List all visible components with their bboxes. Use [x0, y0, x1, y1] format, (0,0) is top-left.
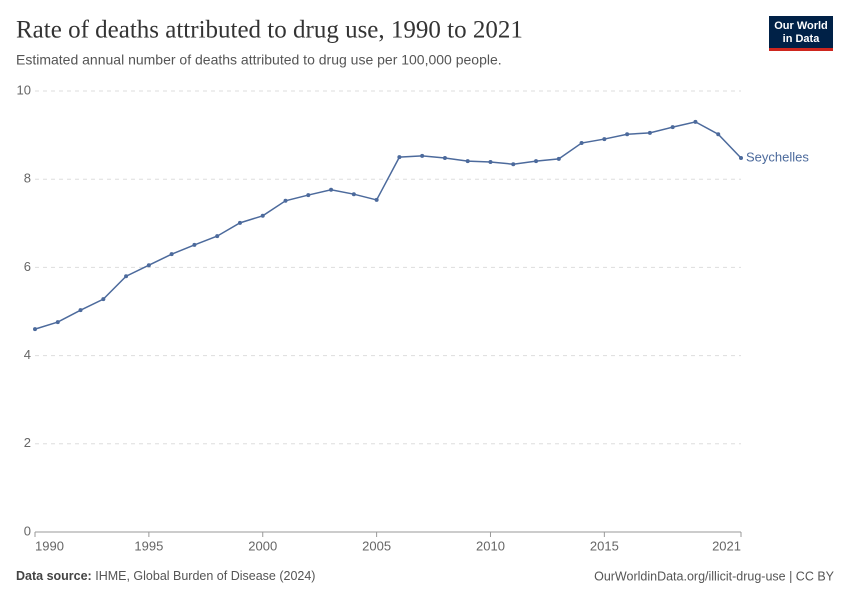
- point: [511, 162, 516, 167]
- y-tick-label: 4: [24, 347, 31, 362]
- point: [124, 274, 129, 279]
- point: [442, 156, 447, 161]
- x-tick-label: 2005: [362, 538, 391, 553]
- logo[interactable]: Our World in Data: [769, 16, 833, 51]
- x-tick-label: 2010: [476, 538, 505, 553]
- point: [670, 125, 675, 130]
- series-label: Seychelles: [746, 149, 809, 164]
- logo-box: [769, 16, 833, 50]
- logo-text: in Data: [783, 33, 821, 45]
- point: [397, 155, 402, 160]
- point: [260, 213, 265, 218]
- point: [647, 130, 652, 135]
- point: [351, 192, 356, 197]
- point: [556, 156, 561, 161]
- source-text: IHME, Global Burden of Disease (2024): [95, 569, 315, 583]
- point: [329, 187, 334, 192]
- x-tick-label: 1990: [35, 538, 64, 553]
- source: Data source: IHME, Global Burden of Dise…: [16, 569, 315, 583]
- x-tick-label: 1995: [134, 538, 163, 553]
- y-tick-label: 6: [24, 259, 31, 274]
- point: [55, 320, 60, 325]
- y-tick-label: 0: [24, 523, 31, 538]
- point: [693, 119, 698, 124]
- point: [169, 252, 174, 257]
- point: [716, 132, 721, 137]
- point: [78, 308, 83, 313]
- point: [465, 159, 470, 164]
- y-tick-label: 8: [24, 171, 31, 186]
- point: [192, 242, 197, 247]
- point: [215, 234, 220, 239]
- point: [534, 159, 539, 164]
- source-label: Data source:: [16, 569, 92, 583]
- point: [739, 156, 743, 161]
- point: [306, 193, 311, 198]
- series-line: [34, 121, 742, 330]
- point: [420, 153, 425, 158]
- point: [33, 327, 37, 332]
- logo-text: Our World: [774, 20, 828, 32]
- logo-bar: [769, 48, 833, 51]
- chart-subtitle: Estimated annual number of deaths attrib…: [16, 52, 502, 68]
- x-tick-label: 2000: [248, 538, 277, 553]
- point: [374, 197, 379, 202]
- point: [579, 141, 584, 146]
- point: [237, 220, 242, 225]
- x-tick-label: 2021: [712, 538, 741, 553]
- point: [602, 137, 607, 142]
- point: [625, 132, 630, 137]
- chart-title: Rate of deaths attributed to drug use, 1…: [16, 17, 523, 44]
- y-tick-label: 2: [24, 435, 31, 450]
- point: [488, 160, 493, 165]
- point: [283, 198, 288, 203]
- y-tick-label: 10: [17, 82, 31, 97]
- point: [101, 297, 106, 302]
- url[interactable]: OurWorldinData.org/illicit-drug-use | CC…: [594, 569, 835, 583]
- x-tick-label: 2015: [590, 538, 619, 553]
- point: [146, 263, 151, 268]
